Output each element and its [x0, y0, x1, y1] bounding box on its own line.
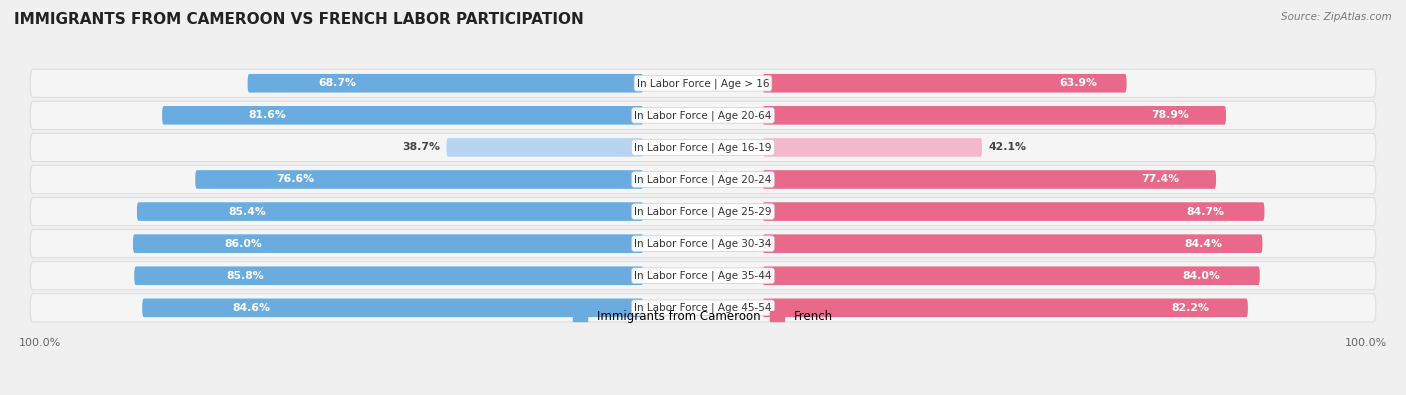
Text: 68.7%: 68.7% [319, 78, 357, 88]
Text: In Labor Force | Age > 16: In Labor Force | Age > 16 [637, 78, 769, 88]
Text: 84.4%: 84.4% [1184, 239, 1222, 249]
FancyBboxPatch shape [762, 299, 1249, 317]
FancyBboxPatch shape [142, 299, 644, 317]
FancyBboxPatch shape [30, 229, 1376, 258]
FancyBboxPatch shape [247, 74, 644, 92]
Text: 84.7%: 84.7% [1187, 207, 1225, 216]
Text: 81.6%: 81.6% [249, 110, 287, 120]
Text: 85.8%: 85.8% [226, 271, 264, 281]
Text: 77.4%: 77.4% [1142, 175, 1180, 184]
FancyBboxPatch shape [762, 74, 1126, 92]
Text: 84.6%: 84.6% [232, 303, 270, 313]
Text: In Labor Force | Age 35-44: In Labor Force | Age 35-44 [634, 271, 772, 281]
FancyBboxPatch shape [30, 261, 1376, 290]
FancyBboxPatch shape [162, 106, 644, 125]
Text: Source: ZipAtlas.com: Source: ZipAtlas.com [1281, 12, 1392, 22]
FancyBboxPatch shape [762, 202, 1264, 221]
Text: 76.6%: 76.6% [276, 175, 314, 184]
Text: In Labor Force | Age 20-24: In Labor Force | Age 20-24 [634, 174, 772, 185]
FancyBboxPatch shape [30, 198, 1376, 226]
FancyBboxPatch shape [762, 138, 981, 157]
FancyBboxPatch shape [447, 138, 644, 157]
Text: 63.9%: 63.9% [1060, 78, 1098, 88]
Text: In Labor Force | Age 25-29: In Labor Force | Age 25-29 [634, 206, 772, 217]
Text: In Labor Force | Age 45-54: In Labor Force | Age 45-54 [634, 303, 772, 313]
Text: In Labor Force | Age 16-19: In Labor Force | Age 16-19 [634, 142, 772, 152]
Text: In Labor Force | Age 30-34: In Labor Force | Age 30-34 [634, 239, 772, 249]
FancyBboxPatch shape [30, 101, 1376, 130]
Text: 82.2%: 82.2% [1171, 303, 1209, 313]
Text: 38.7%: 38.7% [402, 143, 440, 152]
FancyBboxPatch shape [30, 133, 1376, 162]
FancyBboxPatch shape [134, 267, 644, 285]
FancyBboxPatch shape [136, 202, 644, 221]
FancyBboxPatch shape [762, 267, 1260, 285]
FancyBboxPatch shape [762, 234, 1263, 253]
Text: In Labor Force | Age 20-64: In Labor Force | Age 20-64 [634, 110, 772, 120]
FancyBboxPatch shape [30, 69, 1376, 98]
FancyBboxPatch shape [30, 294, 1376, 322]
Text: 86.0%: 86.0% [225, 239, 263, 249]
FancyBboxPatch shape [134, 234, 644, 253]
FancyBboxPatch shape [762, 170, 1216, 189]
Text: 78.9%: 78.9% [1152, 110, 1189, 120]
FancyBboxPatch shape [195, 170, 644, 189]
Text: IMMIGRANTS FROM CAMEROON VS FRENCH LABOR PARTICIPATION: IMMIGRANTS FROM CAMEROON VS FRENCH LABOR… [14, 12, 583, 27]
FancyBboxPatch shape [30, 166, 1376, 194]
FancyBboxPatch shape [762, 106, 1226, 125]
Legend: Immigrants from Cameroon, French: Immigrants from Cameroon, French [568, 306, 838, 328]
Text: 42.1%: 42.1% [988, 143, 1026, 152]
Text: 85.4%: 85.4% [228, 207, 266, 216]
Text: 84.0%: 84.0% [1182, 271, 1220, 281]
